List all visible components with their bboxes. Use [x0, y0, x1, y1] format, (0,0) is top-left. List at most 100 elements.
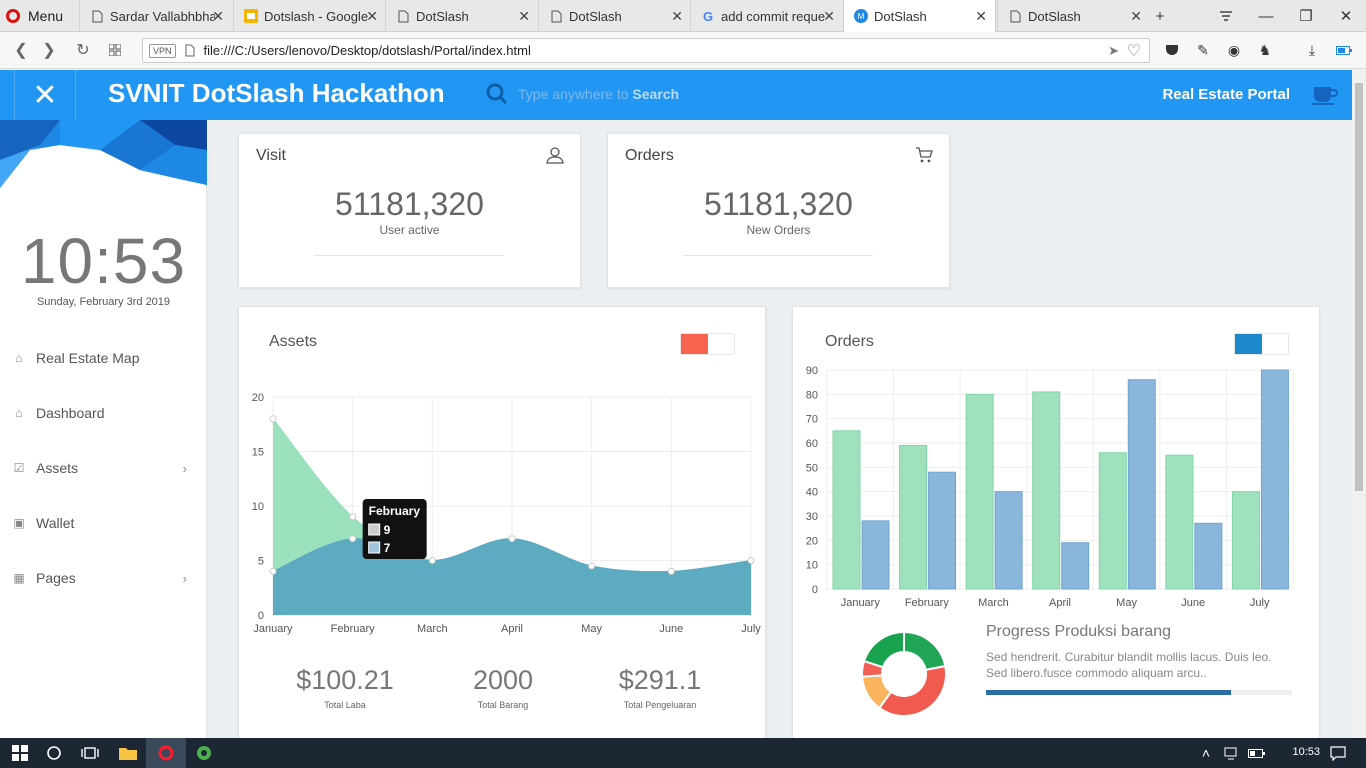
orders-bar-chart[interactable]: 0 10 20 30 40 50 60 70 80 90 January February March A…: [793, 362, 1319, 612]
bar-1[interactable]: [1231, 491, 1260, 590]
forward-button[interactable]: ❯: [42, 42, 56, 59]
real-estate-portal-link[interactable]: Real Estate Portal: [1162, 86, 1290, 103]
browser-tab[interactable]: DotSlash ✕: [997, 0, 1150, 32]
browser-tab[interactable]: Dotslash - Google ✕: [233, 0, 386, 32]
heart-icon[interactable]: ♡: [1126, 43, 1141, 60]
close-sidebar-button[interactable]: ✕: [14, 70, 76, 120]
pocket-icon[interactable]: [1163, 41, 1181, 59]
search-placeholder-action: Search: [632, 86, 680, 102]
notification-center-icon[interactable]: [1318, 738, 1358, 768]
bar-2[interactable]: [1127, 379, 1156, 590]
production-donut-chart[interactable]: [859, 629, 949, 719]
close-tab-icon[interactable]: ✕: [975, 8, 987, 24]
page-scrollbar[interactable]: [1352, 70, 1366, 738]
bar-2[interactable]: [994, 491, 1023, 590]
edit-icon[interactable]: ✎: [1197, 41, 1209, 58]
new-tab-button[interactable]: +: [1155, 7, 1165, 25]
close-tab-icon[interactable]: ✕: [518, 8, 530, 24]
extension-icon[interactable]: ♞: [1258, 41, 1272, 58]
windows-start-icon[interactable]: [0, 738, 40, 768]
vpn-badge[interactable]: VPN: [149, 43, 176, 58]
search-input[interactable]: Type anywhere to Search: [518, 86, 679, 102]
task-view-icon[interactable]: [70, 738, 110, 768]
assets-toggle-knob: [681, 334, 708, 354]
orders-toggle[interactable]: [1234, 333, 1289, 355]
taskbar-clock[interactable]: 10:53: [1292, 746, 1320, 758]
donut-slice[interactable]: [877, 664, 947, 717]
download-icon[interactable]: ⤓: [1308, 41, 1316, 58]
area-point[interactable]: [667, 567, 675, 575]
bar-2[interactable]: [861, 520, 890, 590]
assets-area-chart[interactable]: 0 5 10 15 20 January February March April May June…: [239, 367, 765, 647]
x-tick-label: January: [253, 623, 293, 635]
coffee-cup-icon[interactable]: [1312, 84, 1338, 111]
area-point[interactable]: [428, 557, 436, 564]
sidebar-item-dashboard[interactable]: ⌂ Dashboard: [0, 399, 207, 427]
search-bar[interactable]: Type anywhere to Search: [486, 83, 679, 105]
bar-2[interactable]: [1260, 369, 1289, 590]
donut-slice[interactable]: [903, 630, 947, 672]
close-tab-icon[interactable]: ✕: [212, 8, 224, 24]
browser-tab[interactable]: M DotSlash ✕: [843, 0, 996, 32]
evernote-icon[interactable]: ◉: [1227, 41, 1241, 58]
area-point[interactable]: [269, 415, 277, 423]
asset-stat-value: 2000: [472, 665, 534, 695]
tooltip-value: 9: [384, 523, 391, 537]
y-tick-label: 15: [252, 447, 264, 459]
area-series-2: [273, 538, 751, 615]
speed-dial-icon[interactable]: [102, 38, 128, 62]
sidebar-item-wallet[interactable]: ▣ Wallet: [0, 509, 207, 537]
battery-icon[interactable]: [1244, 738, 1268, 768]
bar-2[interactable]: [928, 471, 957, 590]
cortana-search-icon[interactable]: [34, 738, 74, 768]
sidebar-item-pages[interactable]: ▦ Pages ›: [0, 564, 207, 592]
reload-button[interactable]: ↻: [76, 42, 90, 59]
network-icon[interactable]: [1220, 738, 1244, 768]
tray-chevron-up-icon[interactable]: ˄: [1201, 745, 1211, 761]
app-taskbar-icon[interactable]: [184, 738, 224, 768]
browser-tab[interactable]: DotSlash ✕: [538, 0, 691, 32]
bar-1[interactable]: [832, 430, 861, 590]
bar-1[interactable]: [1165, 454, 1194, 590]
close-window-button[interactable]: ✕: [1339, 8, 1353, 25]
close-tab-icon[interactable]: ✕: [823, 8, 835, 24]
bar-1[interactable]: [965, 393, 994, 590]
send-icon[interactable]: ➤: [1108, 43, 1119, 58]
asset-stat-label: Total Laba: [324, 700, 366, 710]
assets-toggle[interactable]: [680, 333, 735, 355]
document-icon: [396, 9, 410, 23]
back-button[interactable]: ❮: [14, 42, 28, 59]
area-point[interactable]: [349, 535, 357, 543]
opera-menu-button[interactable]: Menu: [6, 0, 76, 32]
area-point[interactable]: [588, 562, 596, 570]
close-tab-icon[interactable]: ✕: [1130, 8, 1142, 24]
close-tab-icon[interactable]: ✕: [671, 8, 683, 24]
area-point[interactable]: [747, 557, 755, 564]
bar-1[interactable]: [899, 444, 928, 590]
y-tick-label: 50: [806, 462, 818, 474]
bar-1[interactable]: [1032, 391, 1061, 590]
file-explorer-icon[interactable]: [108, 738, 148, 768]
tooltip-value: 7: [384, 541, 391, 555]
sidebar-item-assets[interactable]: ☑ Assets ›: [0, 454, 207, 482]
bar-2[interactable]: [1061, 542, 1090, 590]
browser-tab[interactable]: Sardar Vallabhbhai ✕: [79, 0, 232, 32]
bar-1[interactable]: [1098, 452, 1127, 590]
minimize-button[interactable]: —: [1258, 7, 1274, 25]
battery-saver-icon[interactable]: [1335, 41, 1353, 59]
scrollbar-thumb[interactable]: [1355, 83, 1363, 491]
area-point[interactable]: [508, 535, 516, 543]
restore-button[interactable]: ❐: [1299, 8, 1313, 25]
tab-menu-icon[interactable]: [1206, 0, 1246, 32]
close-tab-icon[interactable]: ✕: [366, 8, 378, 24]
url-input[interactable]: VPN file:///C:/Users/lenovo/Desktop/dots…: [142, 38, 1150, 63]
document-icon: [90, 9, 104, 23]
area-point[interactable]: [269, 567, 277, 575]
browser-tab[interactable]: DotSlash ✕: [385, 0, 538, 32]
opera-taskbar-icon[interactable]: [146, 738, 186, 768]
sidebar-item-real-estate-map[interactable]: ⌂ Real Estate Map: [0, 344, 207, 372]
area-point[interactable]: [349, 513, 357, 521]
bar-2[interactable]: [1194, 522, 1223, 590]
donut-slice[interactable]: [862, 630, 905, 669]
